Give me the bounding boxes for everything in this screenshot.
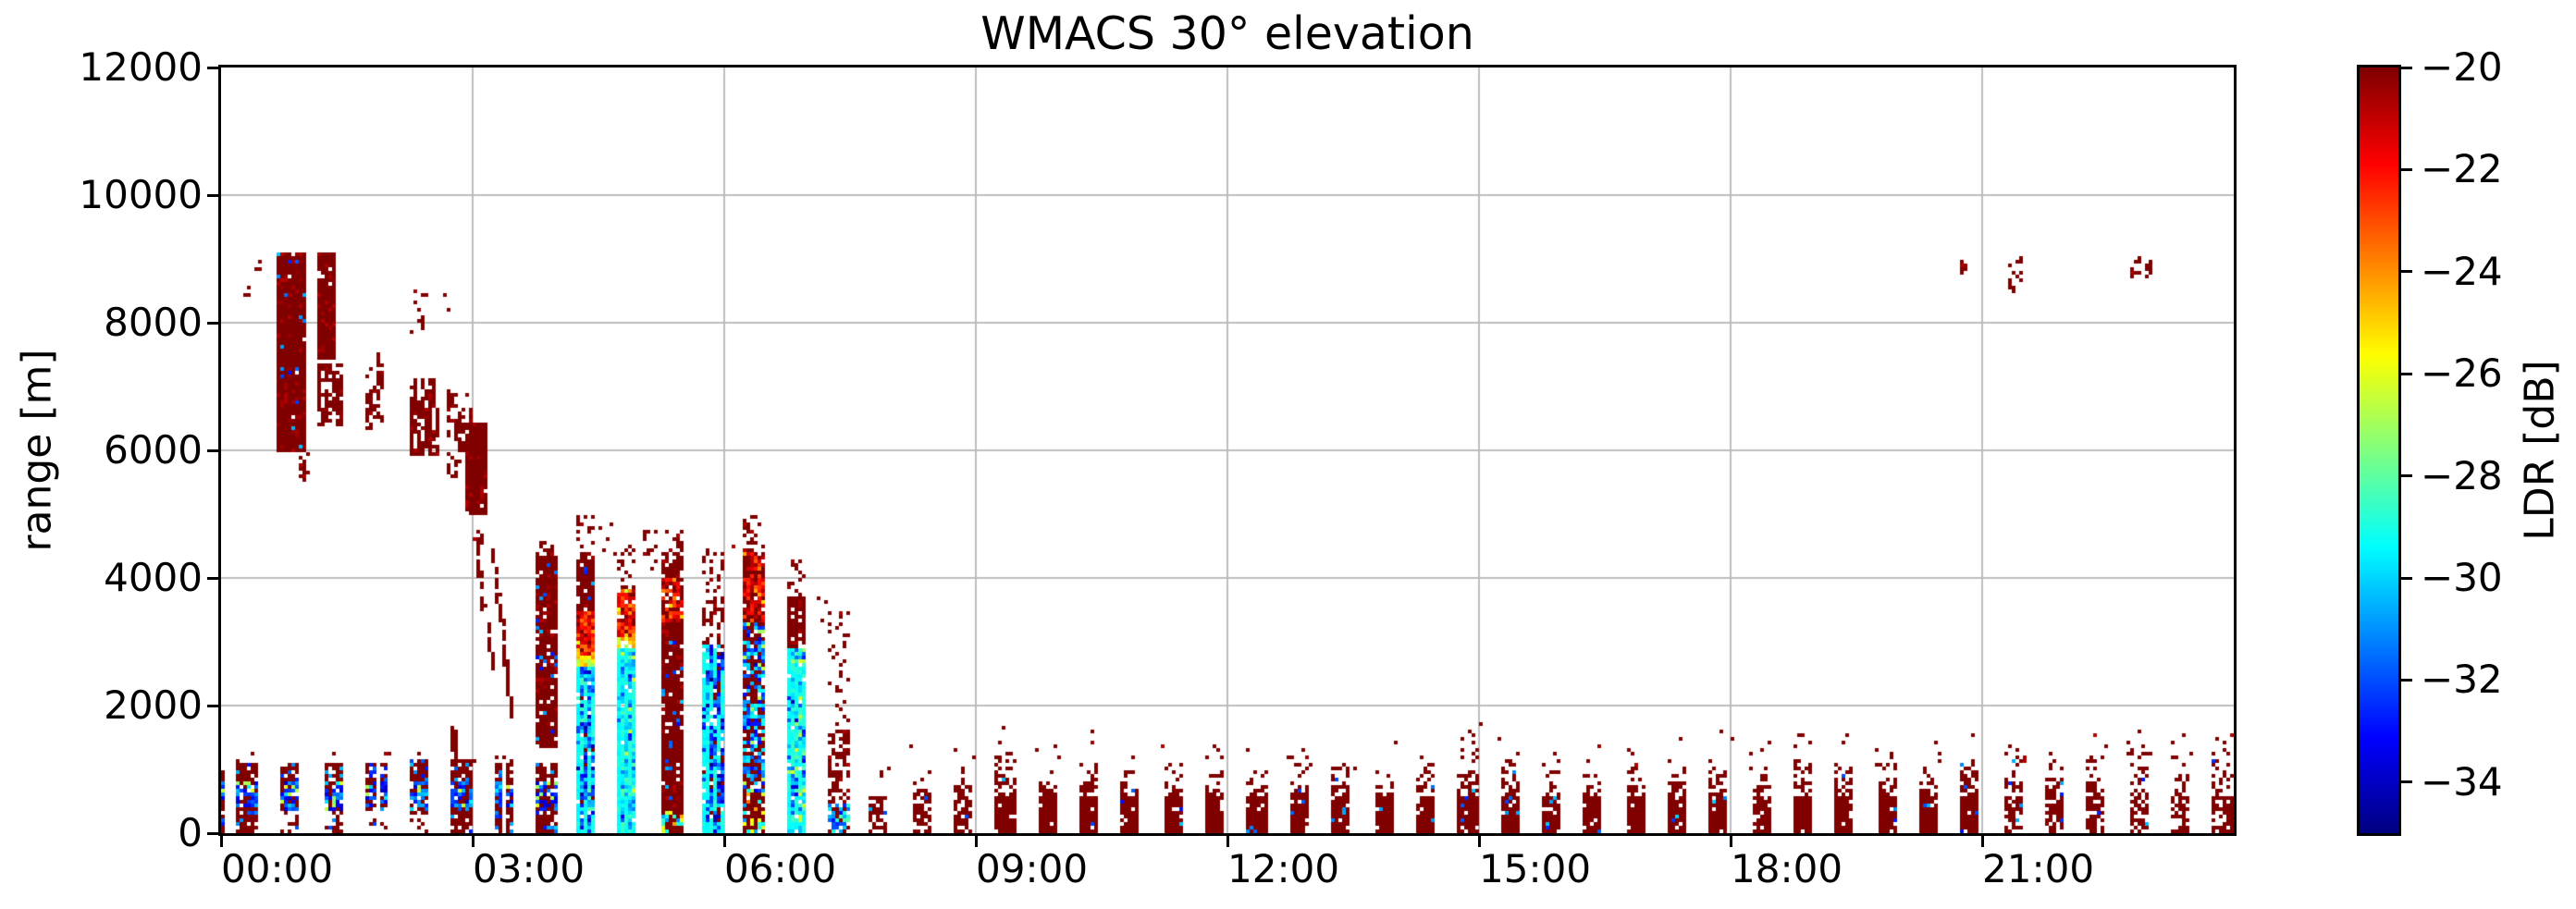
y-tick-mark — [207, 704, 218, 707]
x-tick-mark — [1226, 836, 1229, 847]
x-tick-label: 21:00 — [1982, 846, 2095, 891]
y-tick-mark — [207, 576, 218, 580]
y-tick-label: 12000 — [79, 44, 203, 90]
heatmap-plot-area — [221, 68, 2234, 833]
x-tick-mark — [1729, 836, 1732, 847]
colorbar-tick-label: −22 — [2421, 146, 2503, 192]
y-tick-label: 6000 — [104, 427, 203, 473]
x-tick-label: 09:00 — [976, 846, 1089, 891]
y-tick-mark — [207, 66, 218, 69]
colorbar-tick-label: −26 — [2421, 350, 2503, 397]
x-tick-mark — [1980, 836, 1984, 847]
x-tick-label: 15:00 — [1479, 846, 1592, 891]
colorbar-tick-label: −34 — [2421, 758, 2503, 805]
x-tick-mark — [219, 836, 223, 847]
colorbar-tick-mark — [2401, 66, 2412, 69]
y-tick-label: 8000 — [104, 300, 203, 345]
x-tick-mark — [471, 836, 475, 847]
y-tick-label: 2000 — [104, 682, 203, 728]
x-tick-label: 03:00 — [473, 846, 585, 891]
colorbar-label: LDR [dB] — [2516, 360, 2564, 541]
colorbar-tick-mark — [2401, 167, 2412, 171]
colorbar-tick-mark — [2401, 576, 2412, 580]
y-tick-label: 10000 — [79, 172, 203, 217]
colorbar-tick-mark — [2401, 270, 2412, 274]
x-tick-mark — [722, 836, 726, 847]
x-tick-label: 06:00 — [724, 846, 837, 891]
chart-title: WMACS 30° elevation — [980, 7, 1474, 60]
y-tick-mark — [207, 321, 218, 325]
y-tick-mark — [207, 831, 218, 835]
colorbar-tick-mark — [2401, 678, 2412, 682]
colorbar-tick-label: −24 — [2421, 248, 2503, 294]
x-tick-label: 12:00 — [1227, 846, 1340, 891]
x-tick-mark — [974, 836, 978, 847]
x-tick-mark — [1477, 836, 1481, 847]
colorbar-tick-label: −20 — [2421, 44, 2503, 90]
colorbar-gradient — [2360, 68, 2398, 833]
y-tick-label: 0 — [178, 810, 203, 855]
y-tick-mark — [207, 448, 218, 452]
x-tick-label: 18:00 — [1731, 846, 1843, 891]
colorbar-tick-label: −28 — [2421, 452, 2503, 498]
colorbar-tick-mark — [2401, 372, 2412, 375]
colorbar-tick-label: −30 — [2421, 555, 2503, 600]
colorbar-tick-mark — [2401, 780, 2412, 784]
colorbar-tick-label: −32 — [2421, 657, 2503, 703]
x-tick-label: 00:00 — [221, 846, 334, 891]
y-tick-mark — [207, 193, 218, 197]
y-tick-label: 4000 — [104, 555, 203, 600]
colorbar-tick-mark — [2401, 474, 2412, 478]
